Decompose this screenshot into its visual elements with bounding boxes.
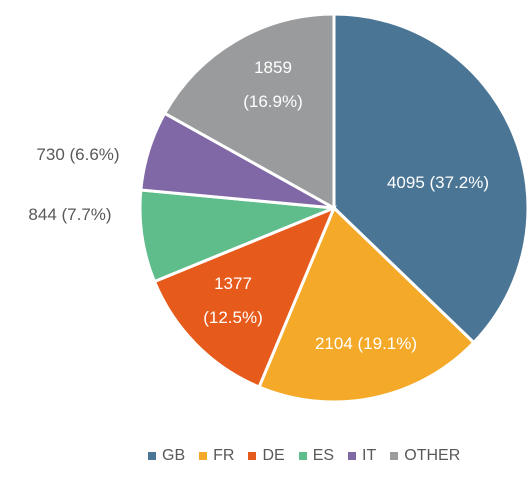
legend-item: IT (348, 447, 376, 465)
legend-label: DE (262, 447, 285, 464)
pie-slice (152, 205, 337, 389)
pie-slice (162, 12, 336, 211)
legend-label: ES (312, 447, 335, 464)
legend-item: GB (148, 447, 185, 465)
legend: GB FR DE ES IT OTHER (148, 447, 460, 465)
legend-marker (199, 452, 208, 460)
legend-marker (148, 452, 156, 460)
legend-marker (348, 452, 357, 460)
pie-slice (138, 188, 335, 284)
data-label: 844 (7.7%) (28, 205, 112, 224)
data-label: 1859 (16.9%) (243, 58, 303, 111)
legend-marker (390, 452, 399, 460)
data-label: 2104 (19.1%) (314, 334, 418, 353)
legend-item: OTHER (390, 447, 460, 465)
data-label: 4095 (37.2%) (386, 173, 490, 192)
legend-label: IT (362, 447, 377, 464)
legend-marker (298, 452, 307, 460)
legend-marker (248, 452, 257, 460)
pie-slice (257, 205, 476, 404)
legend-item: FR (199, 447, 234, 465)
data-label: 730 (6.6%) (36, 145, 120, 164)
legend-item: DE (248, 447, 285, 465)
legend-label: FR (213, 447, 235, 464)
legend-item: ES (298, 447, 335, 465)
pie-slice (332, 12, 530, 345)
legend-label: OTHER (404, 447, 461, 464)
data-label: 1377 (12.5%) (203, 274, 263, 327)
legend-label: GB (162, 447, 186, 464)
